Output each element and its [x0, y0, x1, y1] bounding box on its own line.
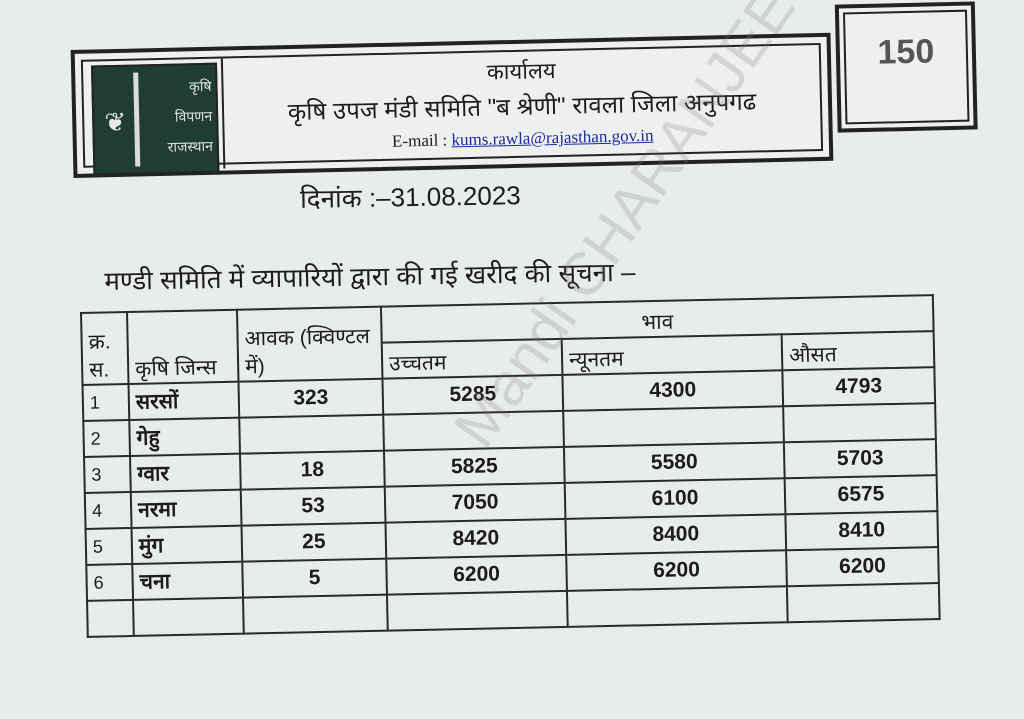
cell-arrival: 5: [242, 558, 387, 598]
cell-sn: 1: [82, 383, 130, 421]
cell-max: 5825: [383, 446, 565, 487]
cell-sn: 5: [85, 527, 133, 565]
notice-title: मण्डी समिति में व्यापारियों द्वारा की गई…: [104, 256, 636, 296]
cell-arrival: 18: [240, 450, 385, 490]
wheat-icon: ❦: [104, 106, 127, 138]
cell-max: [383, 410, 564, 451]
cell-min: 6100: [564, 478, 786, 519]
cell-avg: [786, 583, 940, 623]
krishi-vipanan-logo: ❦ कृषि विपणन राजस्थान: [90, 62, 220, 176]
cell-max: 8420: [385, 518, 567, 559]
logo-text-line: कृषि: [188, 77, 212, 95]
cell-arrival: [243, 594, 388, 634]
cell-sn: 6: [86, 563, 134, 601]
cell-max: 7050: [384, 482, 566, 523]
cell-avg: 6575: [784, 475, 938, 515]
cell-commodity: चना: [132, 561, 244, 600]
cell-arrival: [239, 414, 384, 454]
header-max: उच्चतम: [381, 338, 563, 379]
cell-min: [563, 406, 784, 447]
header-avg: औसत: [781, 331, 935, 371]
cell-sn: 4: [84, 491, 132, 529]
header-min: न्यूनतम: [561, 334, 783, 375]
cell-max: 5285: [382, 374, 564, 415]
cell-commodity: मुंग: [131, 525, 243, 564]
cell-max: 6200: [386, 554, 567, 595]
cell-min: 8400: [565, 514, 787, 555]
header-sn: क्र. स.: [81, 312, 129, 385]
date: दिनांक :–31.08.2023: [299, 180, 521, 214]
cell-arrival: 25: [241, 522, 387, 562]
cell-min: [566, 586, 788, 627]
header-arrival: आवक (क्विण्टल में): [236, 306, 383, 382]
cell-commodity: सरसों: [128, 381, 240, 420]
cell-avg: 8410: [785, 511, 939, 551]
cell-min: 6200: [566, 550, 787, 591]
cell-commodity: [133, 597, 244, 636]
email-label: E-mail :: [391, 130, 448, 151]
cell-sn: 3: [84, 455, 131, 493]
logo-text-line: राजस्थान: [167, 137, 214, 155]
cell-avg: 5703: [783, 439, 937, 479]
cell-avg: 6200: [786, 547, 939, 587]
purchase-table: क्र. स. कृषि जिन्स आवक (क्विण्टल में) भा…: [80, 294, 941, 638]
cell-arrival: 323: [238, 378, 384, 418]
badge-150-logo: 150: [842, 9, 970, 125]
logo-text-line: विपणन: [174, 107, 213, 125]
header-commodity: कृषि जिन्स: [127, 309, 239, 384]
letterhead-box: ❦ कृषि विपणन राजस्थान कार्यालय कृषि उपज …: [70, 32, 834, 178]
cell-avg: 4793: [782, 367, 936, 407]
letterhead: ❦ कृषि विपणन राजस्थान कार्यालय कृषि उपज …: [70, 1, 978, 181]
cell-commodity: ग्वार: [130, 453, 241, 492]
cell-max: [386, 590, 568, 631]
cell-sn: 2: [83, 419, 131, 457]
cell-commodity: नरमा: [130, 489, 242, 528]
cell-avg: [783, 403, 936, 443]
anniversary-badge: 150: [834, 1, 978, 133]
cell-sn: [87, 599, 134, 637]
cell-commodity: गेहु: [129, 417, 241, 456]
cell-min: 4300: [562, 370, 784, 411]
cell-min: 5580: [563, 442, 785, 483]
cell-arrival: 53: [240, 486, 386, 526]
email-link[interactable]: kums.rawla@rajasthan.gov.in: [451, 125, 654, 150]
